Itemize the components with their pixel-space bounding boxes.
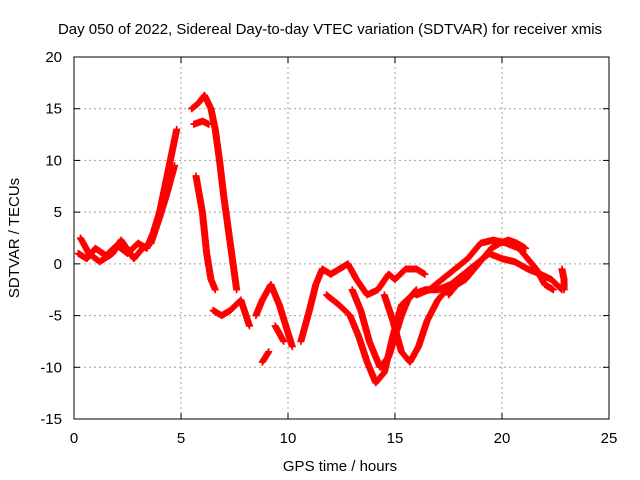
data-point: [280, 337, 288, 345]
data-marks: [74, 91, 568, 387]
y-tick-label: 20: [45, 49, 62, 66]
y-tick-label: 10: [45, 152, 62, 169]
series-arc-n: [412, 236, 557, 299]
data-point: [211, 286, 219, 294]
x-tick-label: 15: [387, 430, 404, 447]
data-point: [522, 244, 530, 252]
series-arc-p: [558, 265, 568, 294]
data-point: [560, 286, 568, 294]
data-point: [421, 270, 429, 278]
series-arc-i: [271, 322, 288, 345]
y-tick-label: -10: [40, 359, 62, 376]
x-tick-label: 0: [70, 430, 78, 447]
data-point: [245, 322, 253, 330]
y-axis-tick-labels: -15 -10 -5 0 5 10 15 20: [40, 49, 62, 428]
y-tick-label: -5: [49, 308, 62, 325]
series-arc-c: [188, 91, 241, 294]
data-point: [205, 120, 213, 128]
y-axis-label: SDTVAR / TECUs: [6, 178, 23, 298]
data-point: [233, 286, 241, 294]
chart-title: Day 050 of 2022, Sidereal Day-to-day VTE…: [58, 21, 602, 38]
plot-frame: [73, 56, 610, 420]
series-arc-o: [445, 236, 530, 299]
data-point: [288, 343, 296, 351]
data-point: [171, 162, 179, 170]
series-arc-e: [192, 172, 219, 294]
y-tick-label: 0: [54, 256, 62, 273]
data-point: [173, 125, 181, 133]
series-arc-d: [190, 117, 213, 128]
x-axis-label: GPS time / hours: [283, 458, 397, 475]
x-tick-label: 25: [601, 430, 618, 447]
y-tick-label: -15: [40, 411, 62, 428]
axis-ticks: [73, 56, 610, 420]
x-axis-tick-labels: 0 5 10 15 20 25: [70, 430, 618, 447]
series-arc-l: [348, 286, 420, 371]
data-point: [549, 286, 557, 294]
series-arc-g: [252, 281, 296, 351]
x-tick-label: 5: [177, 430, 185, 447]
series-arc-b: [76, 162, 179, 266]
series-arc-h: [258, 348, 273, 366]
x-tick-label: 20: [494, 430, 511, 447]
y-tick-label: 5: [54, 204, 62, 221]
series-arc-j: [297, 260, 429, 345]
y-tick-label: 15: [45, 101, 62, 118]
x-tick-label: 10: [280, 430, 297, 447]
series-arc-f: [209, 296, 253, 330]
data-point: [265, 348, 273, 356]
